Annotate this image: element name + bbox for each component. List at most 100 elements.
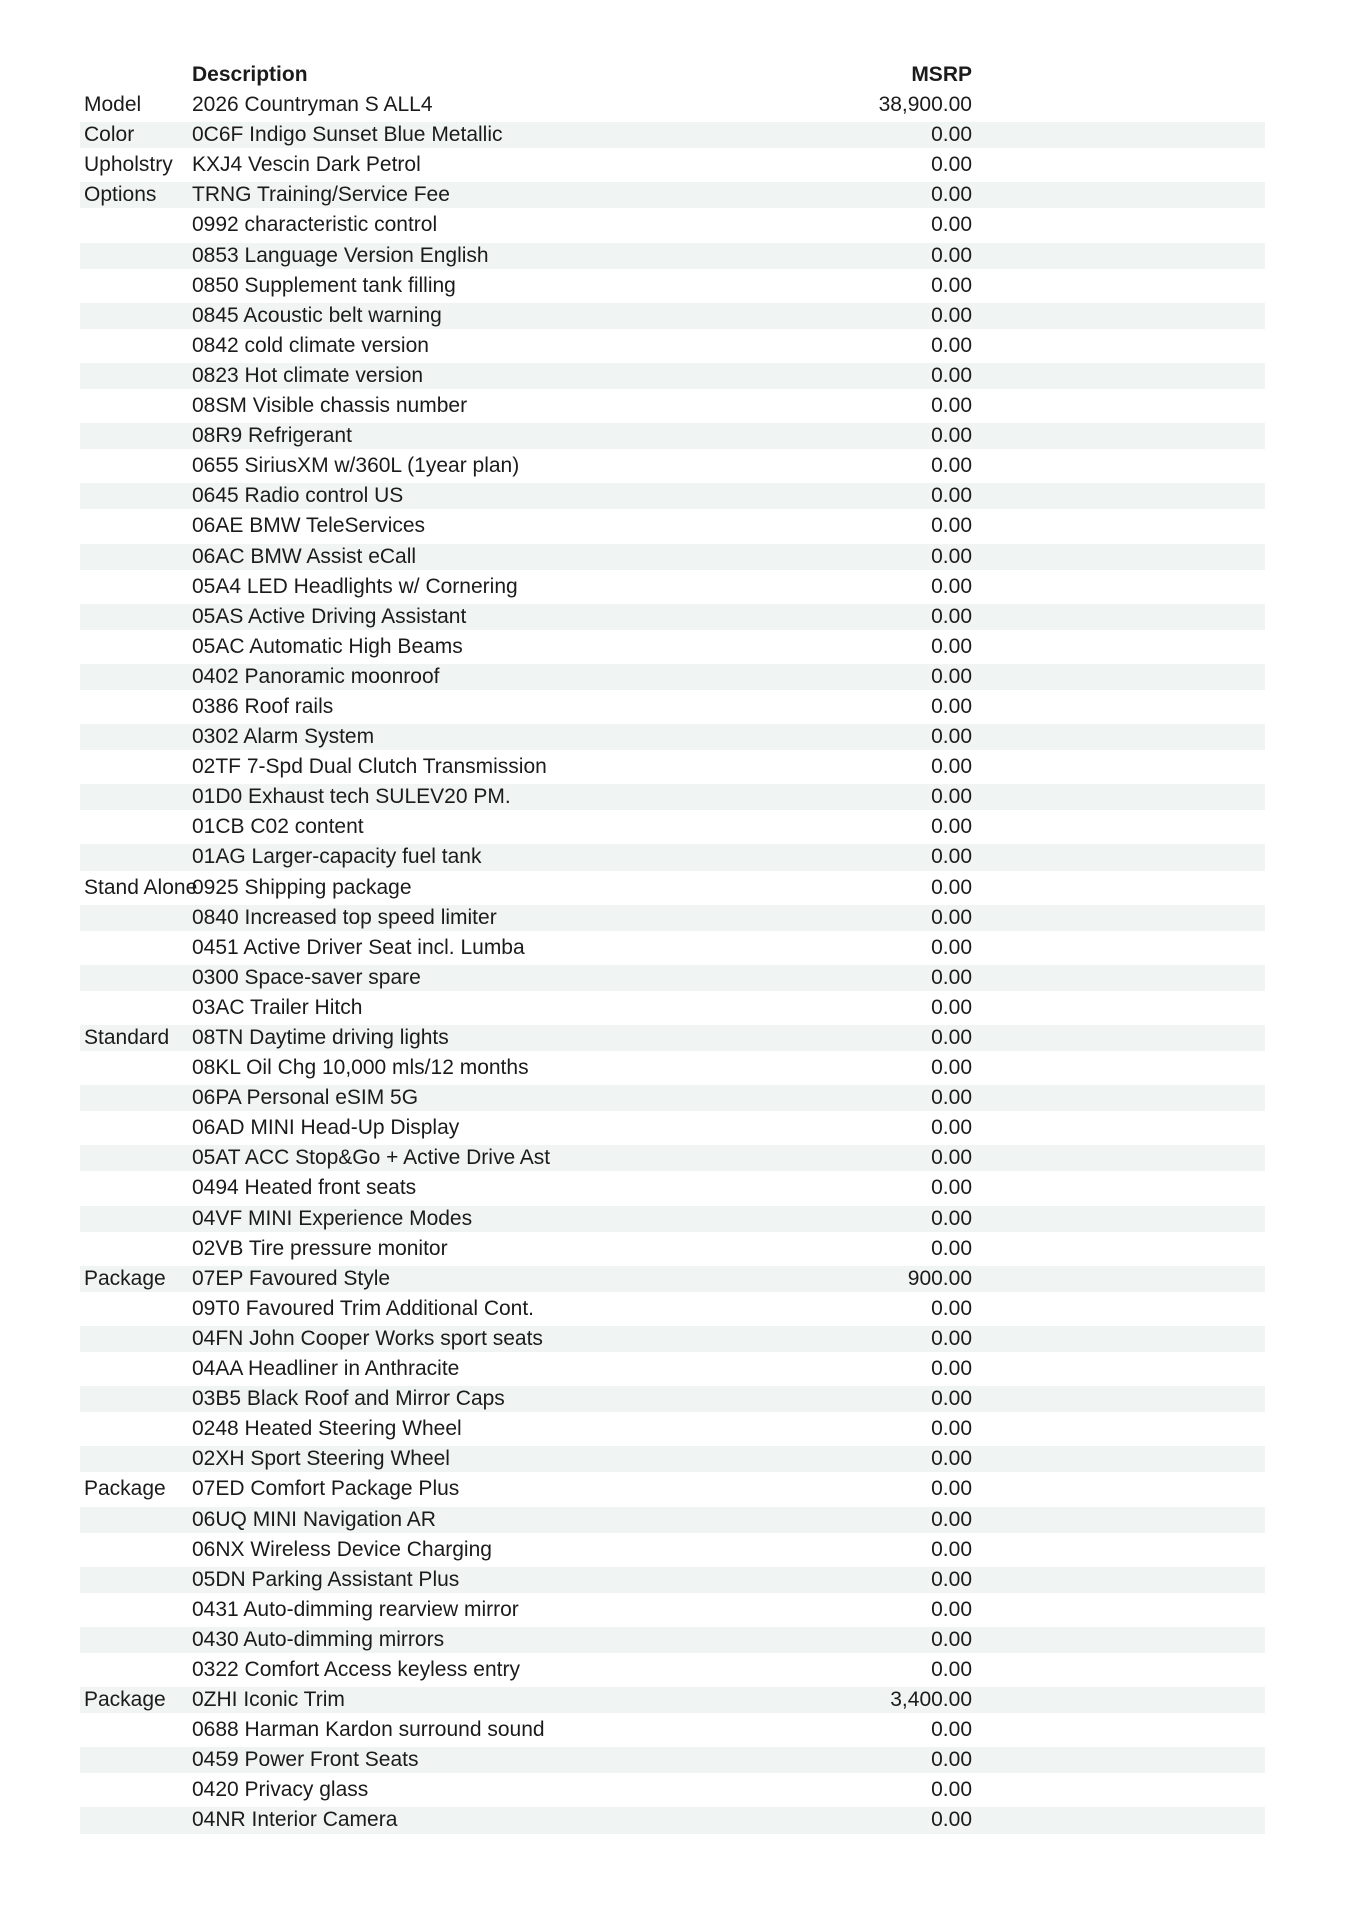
table-row: 06NX Wireless Device Charging 0.00	[80, 1535, 1265, 1565]
row-msrp-value: 0.00	[931, 514, 972, 538]
row-category-label	[80, 1354, 192, 1384]
row-msrp-value: 0.00	[931, 1206, 972, 1230]
row-category-label	[80, 692, 192, 722]
table-row: 06AE BMW TeleServices 0.00	[80, 511, 1265, 541]
row-category-label	[80, 301, 192, 331]
row-category-label	[80, 993, 192, 1023]
row-description: 04NR Interior Camera	[192, 1808, 398, 1832]
table-row: 01AG Larger-capacity fuel tank 0.00	[80, 842, 1265, 873]
row-msrp-value: 0.00	[931, 333, 972, 357]
row-msrp-value: 0.00	[931, 484, 972, 508]
row-filler	[972, 1354, 1265, 1384]
row-filler	[972, 933, 1265, 963]
row-description: 01CB C02 content	[192, 815, 364, 839]
row-description: 0420 Privacy glass	[192, 1778, 369, 1802]
table-row: 01D0 Exhaust tech SULEV20 PM. 0.00	[80, 782, 1265, 813]
row-filler	[972, 1234, 1265, 1264]
row-description: 0840 Increased top speed limiter	[192, 905, 497, 929]
row-msrp-value: 0.00	[931, 1718, 972, 1742]
table-row: 0992 characteristic control 0.00	[80, 210, 1265, 240]
row-filler	[972, 1113, 1265, 1143]
row-msrp-value: 0.00	[931, 243, 972, 267]
table-row: 05A4 LED Headlights w/ Cornering 0.00	[80, 572, 1265, 602]
row-description: 08SM Visible chassis number	[192, 394, 468, 418]
row-description: 08KL Oil Chg 10,000 mls/12 months	[192, 1056, 529, 1080]
row-filler	[972, 90, 1265, 120]
row-description: 0300 Space-saver spare	[192, 965, 421, 989]
row-description: 05AC Automatic High Beams	[192, 634, 463, 658]
row-category-label	[80, 511, 192, 541]
row-category-label	[80, 903, 192, 933]
table-row: 06PA Personal eSIM 5G 0.00	[80, 1083, 1265, 1114]
row-filler	[972, 1204, 1265, 1234]
row-filler	[972, 842, 1265, 872]
row-filler	[972, 873, 1265, 903]
row-description: 05A4 LED Headlights w/ Cornering	[192, 574, 518, 598]
row-description: 0823 Hot climate version	[192, 363, 424, 387]
row-category-label: Upholstry	[84, 153, 173, 177]
row-msrp-value: 0.00	[931, 935, 972, 959]
row-description: 0842 cold climate version	[192, 333, 429, 357]
table-row: 0459 Power Front Seats 0.00	[80, 1745, 1265, 1776]
row-category-label	[80, 210, 192, 240]
row-description: 05AS Active Driving Assistant	[192, 604, 467, 628]
table-row: 0494 Heated front seats 0.00	[80, 1173, 1265, 1203]
row-category-label: Standard	[84, 1026, 170, 1049]
row-filler	[972, 572, 1265, 602]
row-description: 0302 Alarm System	[192, 725, 375, 749]
row-description: 08R9 Refrigerant	[192, 424, 352, 448]
row-description: 0402 Panoramic moonroof	[192, 664, 440, 688]
row-filler	[972, 1655, 1265, 1685]
row-msrp-value: 0.00	[931, 725, 972, 749]
row-filler	[972, 1384, 1265, 1414]
row-msrp-value: 0.00	[931, 1567, 972, 1591]
table-row: Stand Alone 0925 Shipping package 0.00	[80, 873, 1265, 903]
row-filler	[972, 1294, 1265, 1324]
table-row: 0645 Radio control US 0.00	[80, 481, 1265, 512]
row-filler	[972, 903, 1265, 933]
row-msrp-value: 0.00	[931, 1296, 972, 1320]
table-row: 0430 Auto-dimming mirrors 0.00	[80, 1624, 1265, 1655]
row-filler	[972, 120, 1265, 150]
row-category-label	[80, 963, 192, 993]
row-description: 0655 SiriusXM w/360L (1year plan)	[192, 454, 520, 478]
row-filler	[972, 542, 1265, 572]
vehicle-price-sheet: Description MSRP Model 2026 Countryman S…	[80, 60, 1265, 1836]
row-description: 0992 characteristic control	[192, 213, 438, 237]
row-description: 0925 Shipping package	[192, 875, 412, 899]
table-row: Package 07ED Comfort Package Plus 0.00	[80, 1474, 1265, 1504]
row-category-label: Package	[84, 1688, 166, 1712]
row-msrp-value: 0.00	[931, 1537, 972, 1561]
row-category-label	[80, 1083, 192, 1113]
table-row: 06UQ MINI Navigation AR 0.00	[80, 1504, 1265, 1535]
row-filler	[972, 511, 1265, 541]
table-row: 0845 Acoustic belt warning 0.00	[80, 300, 1265, 331]
row-filler	[972, 1565, 1265, 1595]
row-category-label	[80, 481, 192, 511]
table-row: 05AC Automatic High Beams 0.00	[80, 632, 1265, 662]
row-description: 04AA Headliner in Anthracite	[192, 1357, 460, 1381]
table-row: 08R9 Refrigerant 0.00	[80, 421, 1265, 452]
row-category-label	[80, 572, 192, 602]
row-description: 0248 Heated Steering Wheel	[192, 1417, 462, 1441]
row-msrp-value: 0.00	[931, 1627, 972, 1651]
row-filler	[972, 662, 1265, 692]
row-filler	[972, 1173, 1265, 1203]
row-description: 06UQ MINI Navigation AR	[192, 1507, 436, 1531]
row-description: 05AT ACC Stop&Go + Active Drive Ast	[192, 1146, 551, 1170]
row-description: 0645 Radio control US	[192, 484, 404, 508]
row-category-label	[80, 1113, 192, 1143]
row-msrp-value: 0.00	[931, 1326, 972, 1350]
row-category-label: Options	[84, 183, 157, 207]
row-msrp-value: 0.00	[931, 1086, 972, 1110]
row-description: 02TF 7-Spd Dual Clutch Transmission	[192, 755, 547, 779]
header-category-spacer	[80, 60, 192, 90]
row-filler	[972, 1625, 1265, 1655]
row-msrp-value: 0.00	[931, 875, 972, 899]
row-filler	[972, 301, 1265, 331]
row-msrp-value: 0.00	[931, 1808, 972, 1832]
row-filler	[972, 1264, 1265, 1294]
row-msrp-value: 0.00	[931, 1447, 972, 1471]
row-msrp-value: 0.00	[931, 303, 972, 327]
row-category-label	[80, 1505, 192, 1535]
